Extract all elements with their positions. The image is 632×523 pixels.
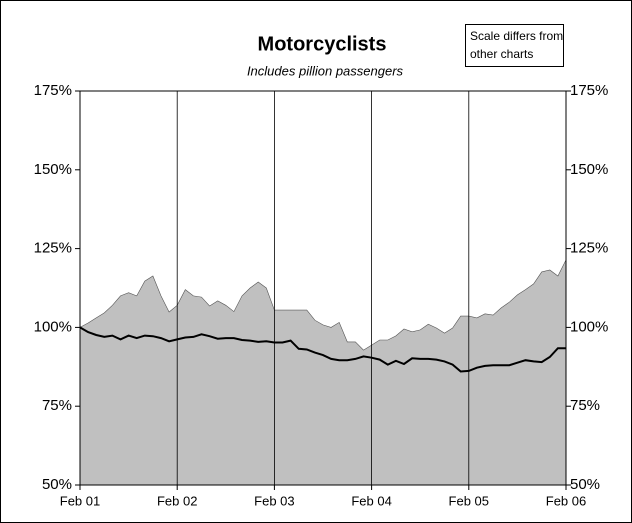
y2-tick-label: 100%	[570, 318, 608, 335]
annotation: other charts	[470, 47, 533, 61]
area	[79, 259, 567, 486]
y-tick-label: 100%	[34, 318, 72, 335]
line	[79, 326, 566, 373]
y-tick-label: 175%	[34, 82, 72, 99]
chart-title: Motorcyclists	[258, 33, 387, 55]
y2-tick-label: 150%	[570, 161, 608, 178]
y-tick-label: 125%	[34, 240, 72, 257]
x-tick-label: Feb 01	[60, 493, 100, 508]
chart-subtitle: Includes pillion passengers	[247, 63, 404, 78]
x-tick-label: Feb 06	[546, 493, 586, 508]
y2-tick-label: 50%	[570, 476, 600, 493]
x-tick-label: Feb 03	[254, 493, 294, 508]
x-tick-label: Feb 04	[351, 493, 391, 508]
x-tick-label: Feb 02	[157, 493, 197, 508]
plot-border	[79, 90, 567, 486]
y-tick-label: 50%	[42, 476, 72, 493]
x-tick-label: Feb 05	[449, 493, 489, 508]
y2-tick-label: 75%	[570, 397, 600, 414]
annotation: Scale differs from	[470, 29, 563, 43]
annotation-box	[465, 24, 564, 67]
y-tick-label: 75%	[42, 397, 72, 414]
y-tick-label: 150%	[34, 161, 72, 178]
y2-tick-label: 175%	[570, 82, 608, 99]
y2-tick-label: 125%	[570, 240, 608, 257]
